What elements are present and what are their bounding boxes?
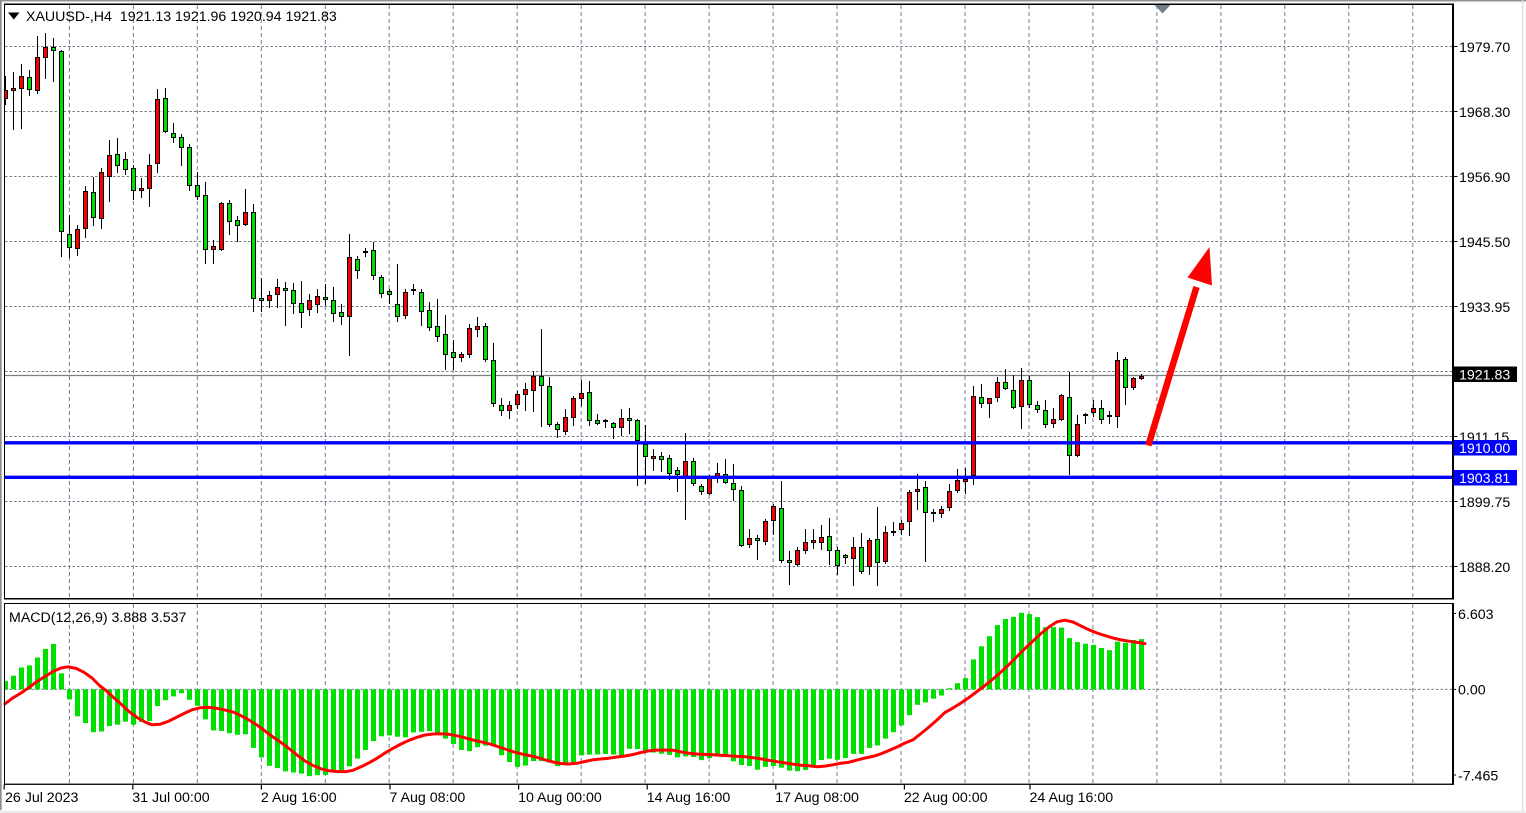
svg-text:26 Jul 2023: 26 Jul 2023 bbox=[5, 790, 78, 806]
svg-text:1945.50: 1945.50 bbox=[1459, 235, 1510, 251]
svg-text:1910.00: 1910.00 bbox=[1459, 441, 1510, 457]
svg-text:17 Aug 08:00: 17 Aug 08:00 bbox=[775, 790, 859, 806]
svg-text:-7.465: -7.465 bbox=[1458, 768, 1498, 784]
svg-text:1903.81: 1903.81 bbox=[1459, 471, 1510, 487]
svg-text:0.00: 0.00 bbox=[1458, 683, 1486, 699]
svg-text:6.603: 6.603 bbox=[1458, 607, 1494, 623]
svg-text:1888.20: 1888.20 bbox=[1459, 560, 1510, 576]
svg-text:1921.83: 1921.83 bbox=[1459, 368, 1510, 384]
svg-text:1933.95: 1933.95 bbox=[1459, 300, 1510, 316]
svg-text:7 Aug 08:00: 7 Aug 08:00 bbox=[390, 790, 466, 806]
svg-text:22 Aug 00:00: 22 Aug 00:00 bbox=[904, 790, 988, 806]
svg-text:2 Aug 16:00: 2 Aug 16:00 bbox=[261, 790, 337, 806]
svg-text:31 Jul 00:00: 31 Jul 00:00 bbox=[132, 790, 209, 806]
svg-text:MACD(12,26,9) 3.888 3.537: MACD(12,26,9) 3.888 3.537 bbox=[9, 610, 187, 626]
svg-text:XAUUSD-,H4 1921.13 1921.96 19: XAUUSD-,H4 1921.13 1921.96 1920.94 1921.… bbox=[26, 9, 337, 25]
svg-text:1979.70: 1979.70 bbox=[1459, 40, 1510, 56]
svg-text:10 Aug 00:00: 10 Aug 00:00 bbox=[518, 790, 602, 806]
svg-text:1968.30: 1968.30 bbox=[1459, 105, 1510, 121]
svg-text:1899.75: 1899.75 bbox=[1459, 495, 1510, 511]
svg-text:14 Aug 16:00: 14 Aug 16:00 bbox=[647, 790, 731, 806]
svg-text:24 Aug 16:00: 24 Aug 16:00 bbox=[1030, 790, 1114, 806]
svg-text:1956.90: 1956.90 bbox=[1459, 170, 1510, 186]
